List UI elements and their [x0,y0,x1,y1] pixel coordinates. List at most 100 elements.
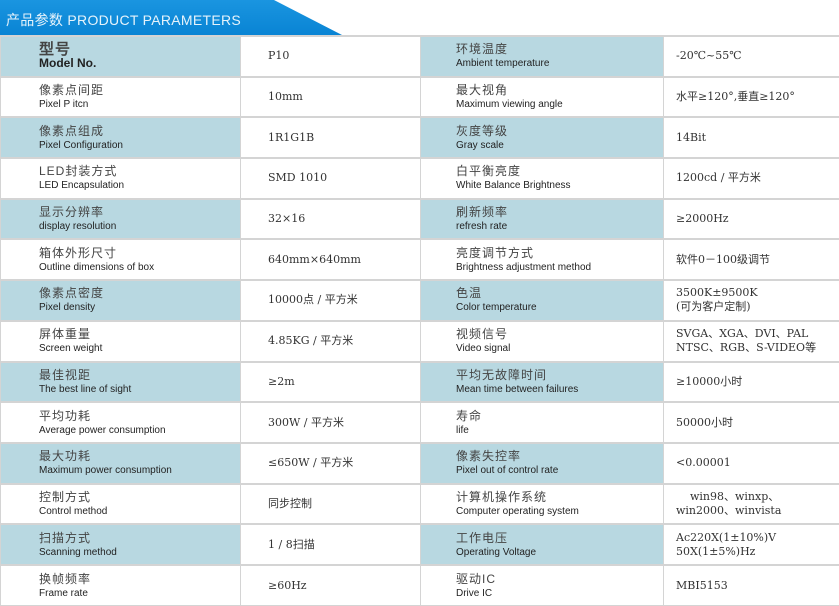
label-en: Pixel out of control rate [456,464,663,477]
label-cn: 屏体重量 [39,327,240,342]
param-value: 软件0－100级调节 [664,239,839,280]
value-text-line2: (可为客户定制) [676,300,839,314]
value-text: 1 / 8扫描 [268,538,420,552]
param-value: ≥2000Hz [664,199,839,240]
label-cn: 像素点间距 [39,83,240,98]
param-value: MBI5153 [664,565,839,606]
label-en: Screen weight [39,342,240,355]
value-text: -20℃~55℃ [676,49,839,63]
param-value: 水平≥120°,垂直≥120° [664,77,839,118]
value-text: SVGA、XGA、DVI、PAL [676,327,839,341]
param-value: 同步控制 [241,484,421,525]
value-text-line2: win2000、winvista [676,504,839,518]
label-cn: 工作电压 [456,531,663,546]
label-cn: 亮度调节方式 [456,246,663,261]
label-en: LED Encapsulation [39,179,240,192]
label-en: display resolution [39,220,240,233]
label-en: Color temperature [456,301,663,314]
label-cn: 刷新频率 [456,205,663,220]
label-cn: LED封装方式 [39,164,240,179]
section-title: 产品参数 PRODUCT PARAMETERS [6,10,241,30]
value-text: SMD 1010 [268,171,420,185]
label-en: Video signal [456,342,663,355]
label-en: Control method [39,505,240,518]
param-value: ≥2m [241,362,421,403]
label-en: Operating Voltage [456,546,663,559]
label-cn: 像素点密度 [39,286,240,301]
label-cn: 环境温度 [456,42,663,57]
label-cn: 最佳视距 [39,368,240,383]
label-en: Computer operating system [456,505,663,518]
param-value: 50000小时 [664,402,839,443]
label-cn: 像素点组成 [39,124,240,139]
label-en: Brightness adjustment method [456,261,663,274]
value-text: 300W / 平方米 [268,416,420,430]
label-cn: 平均功耗 [39,409,240,424]
section-header: 产品参数 PRODUCT PARAMETERS [0,0,342,35]
label-en: The best line of sight [39,383,240,396]
value-text: 10mm [268,90,420,104]
label-cn: 型号 [39,42,240,57]
value-text: ≥10000小时 [676,375,839,389]
param-value: ≥60Hz [241,565,421,606]
value-text: ≥2000Hz [676,212,839,226]
param-value: ≥10000小时 [664,362,839,403]
label-en: life [456,424,663,437]
label-en: Pixel Configuration [39,139,240,152]
label-cn: 计算机操作系统 [456,490,663,505]
label-en: refresh rate [456,220,663,233]
label-cn: 色温 [456,286,663,301]
label-en: Frame rate [39,587,240,600]
param-value: 10mm [241,77,421,118]
label-en: Ambient temperature [456,57,663,70]
param-value: 640mm×640mm [241,239,421,280]
value-text: 1200cd / 平方米 [676,171,839,185]
label-en: Maximum power consumption [39,464,240,477]
param-value: P10 [241,36,421,77]
label-en: Pixel P itcn [39,98,240,111]
param-value: 1R1G1B [241,117,421,158]
value-text: 同步控制 [268,497,420,511]
label-en: Scanning method [39,546,240,559]
label-cn: 白平衡亮度 [456,164,663,179]
value-text: ≤650W / 平方米 [268,456,420,470]
value-text: 水平≥120°,垂直≥120° [676,90,839,104]
label-cn: 控制方式 [39,490,240,505]
label-cn: 显示分辨率 [39,205,240,220]
value-text: win98、winxp、 [676,490,839,504]
param-value: 4.85KG / 平方米 [241,321,421,362]
value-text: 640mm×640mm [268,253,420,267]
label-cn: 寿命 [456,409,663,424]
param-value: <0.00001 [664,443,839,484]
param-value: 1 / 8扫描 [241,524,421,565]
param-value: ≤650W / 平方米 [241,443,421,484]
label-en: Maximum viewing angle [456,98,663,111]
label-en: Average power consumption [39,424,240,437]
